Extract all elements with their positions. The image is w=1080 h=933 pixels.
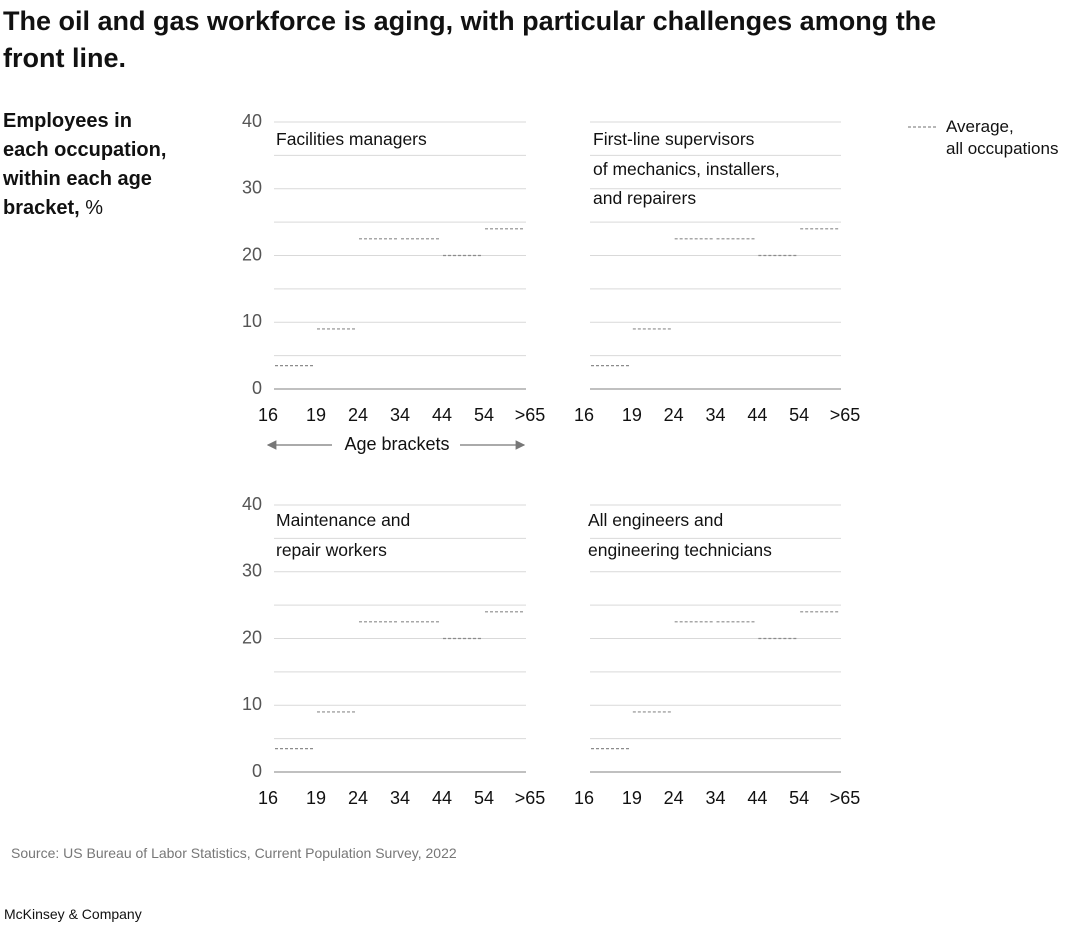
x-tick-label: 34 xyxy=(390,788,410,808)
y-tick-label: 0 xyxy=(252,378,262,398)
y-tick-label: 0 xyxy=(252,761,262,781)
source-note: Source: US Bureau of Labor Statistics, C… xyxy=(11,845,457,861)
x-tick-label: 34 xyxy=(705,788,725,808)
x-tick-label: 24 xyxy=(348,788,368,808)
y-unit: % xyxy=(85,197,104,219)
panel-title: All engineers and engineering technician… xyxy=(588,510,772,560)
x-axis-label: Age brackets xyxy=(344,434,449,454)
x-tick-label: >65 xyxy=(830,788,861,808)
legend-label: Average, all occupations xyxy=(946,117,1059,158)
panel-title: Maintenance and repair workers xyxy=(276,510,411,560)
panel-title: First-line supervisors of mechanics, ins… xyxy=(593,129,780,208)
x-tick-label: 19 xyxy=(622,788,642,808)
x-tick-label: >65 xyxy=(515,788,546,808)
x-tick-label: 44 xyxy=(432,788,452,808)
x-tick-label: 16 xyxy=(258,788,278,808)
y-tick-label: 10 xyxy=(242,311,262,331)
x-tick-label: 44 xyxy=(747,788,767,808)
x-tick-label: 54 xyxy=(474,405,494,425)
x-tick-label: 19 xyxy=(306,405,326,425)
y-tick-label: 40 xyxy=(242,111,262,131)
x-tick-label: 19 xyxy=(622,405,642,425)
x-tick-label: 44 xyxy=(432,405,452,425)
x-tick-label: 16 xyxy=(574,788,594,808)
y-tick-label: 30 xyxy=(242,178,262,198)
y-tick-label: 20 xyxy=(242,244,262,264)
x-tick-label: >65 xyxy=(515,405,546,425)
x-tick-label: 24 xyxy=(348,405,368,425)
y-label-text: Employees in each occupation, within eac… xyxy=(3,110,167,219)
y-tick-label: 10 xyxy=(242,694,262,714)
x-tick-label: >65 xyxy=(830,405,861,425)
x-tick-label: 34 xyxy=(390,405,410,425)
y-tick-label: 40 xyxy=(242,494,262,514)
x-tick-label: 34 xyxy=(705,405,725,425)
footer: McKinsey & Company xyxy=(4,906,142,922)
y-axis-label: Employees in each occupation, within eac… xyxy=(3,107,166,223)
x-tick-label: 24 xyxy=(664,405,684,425)
panel-title: Facilities managers xyxy=(276,129,427,149)
x-tick-label: 19 xyxy=(306,788,326,808)
x-tick-label: 24 xyxy=(664,788,684,808)
x-tick-label: 54 xyxy=(474,788,494,808)
y-tick-label: 30 xyxy=(242,561,262,581)
x-tick-label: 54 xyxy=(789,405,809,425)
x-tick-label: 16 xyxy=(258,405,278,425)
page-title: The oil and gas workforce is aging, with… xyxy=(3,6,937,73)
x-tick-label: 16 xyxy=(574,405,594,425)
x-tick-label: 44 xyxy=(747,405,767,425)
y-tick-label: 20 xyxy=(242,627,262,647)
x-tick-label: 54 xyxy=(789,788,809,808)
